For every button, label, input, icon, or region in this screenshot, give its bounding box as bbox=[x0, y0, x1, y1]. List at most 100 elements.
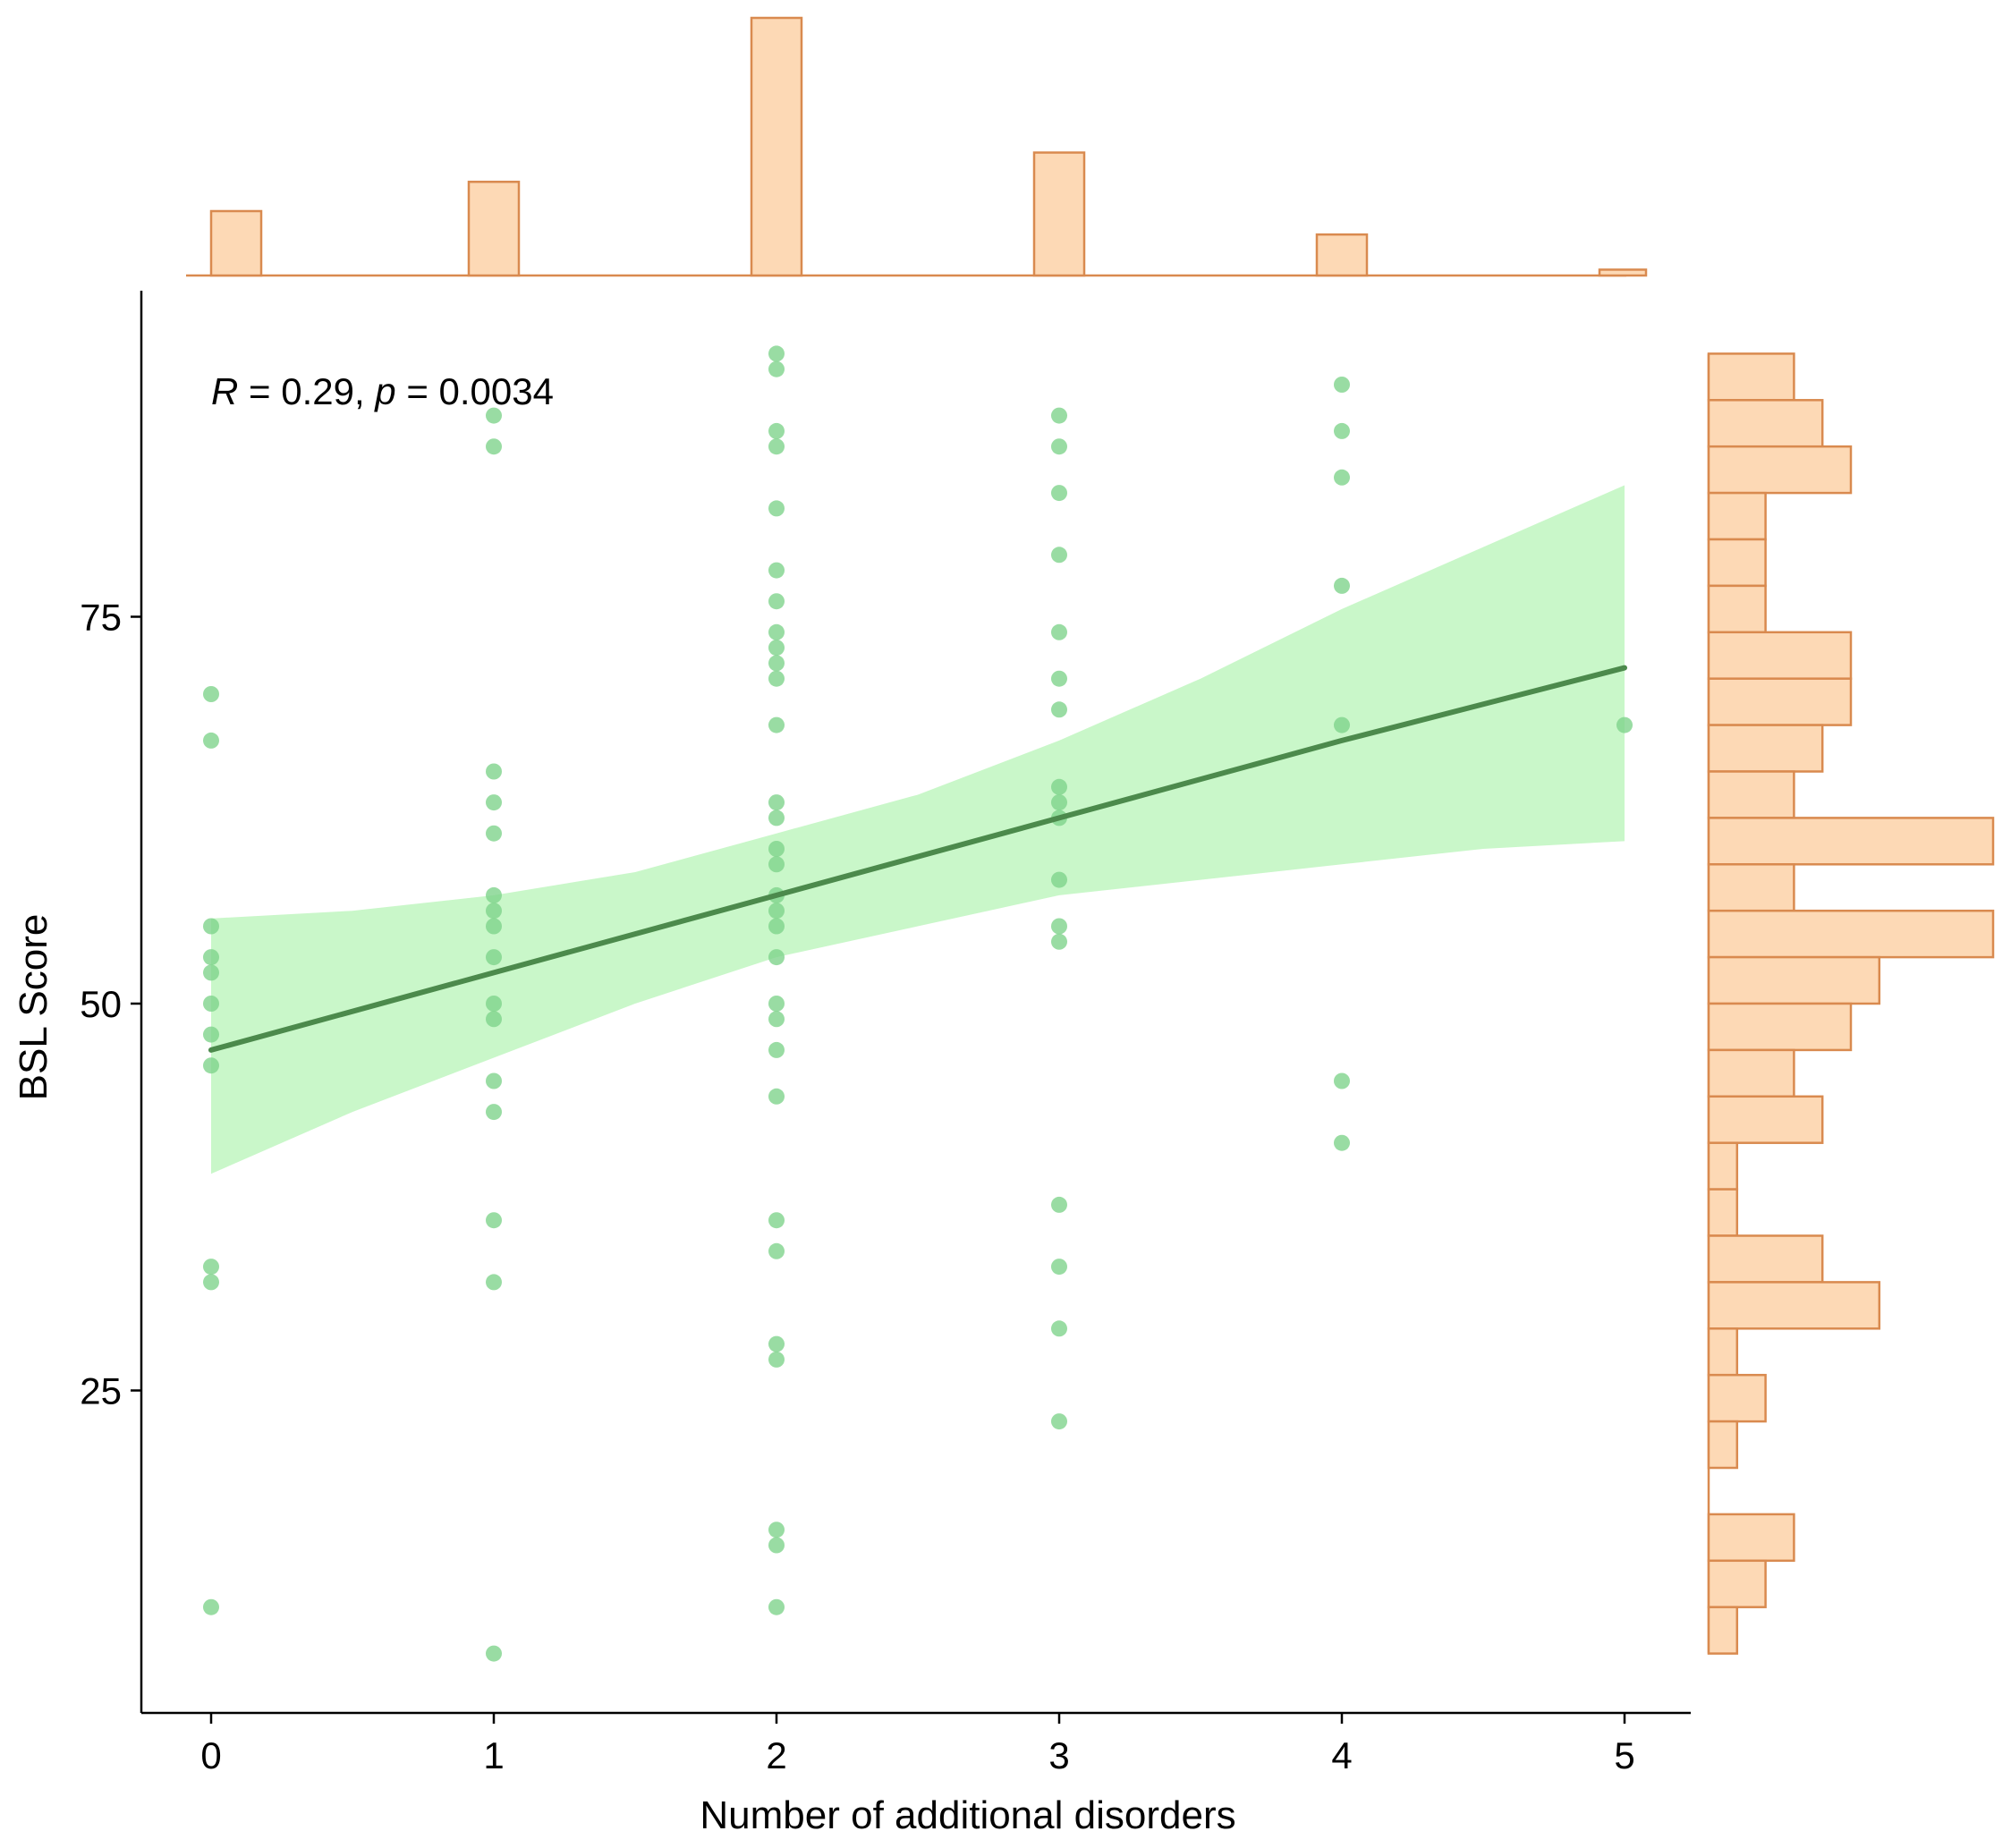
correlation-annotation: R = 0.29, p = 0.0034 bbox=[211, 370, 554, 412]
scatter-point bbox=[768, 1522, 785, 1539]
scatter-point bbox=[1051, 670, 1067, 687]
scatter-point bbox=[768, 1011, 785, 1028]
scatter-points-layer bbox=[203, 345, 1633, 1662]
scatter-point bbox=[768, 1598, 785, 1615]
p-symbol: p bbox=[373, 370, 395, 412]
scatter-point bbox=[486, 1104, 502, 1121]
scatter-point bbox=[768, 1351, 785, 1368]
y-marginal-histogram bbox=[1707, 352, 1995, 1655]
scatter-point bbox=[486, 794, 502, 811]
scatter-point bbox=[486, 407, 502, 424]
y-histogram-bar bbox=[1707, 584, 1767, 634]
x-histogram-bar bbox=[209, 209, 263, 277]
y-histogram-bar bbox=[1707, 352, 1795, 402]
scatter-point bbox=[1334, 577, 1350, 594]
scatter-point bbox=[1051, 918, 1067, 935]
scatter-point bbox=[486, 1645, 502, 1662]
scatter-point bbox=[1051, 407, 1067, 424]
scatter-point bbox=[768, 345, 785, 362]
scatter-point bbox=[768, 438, 785, 455]
y-histogram-bar bbox=[1707, 1327, 1739, 1377]
scatter-point bbox=[1051, 547, 1067, 564]
y-histogram-bar bbox=[1707, 724, 1824, 773]
scatter-point bbox=[768, 1335, 785, 1352]
y-histogram-bar bbox=[1707, 1188, 1739, 1237]
y-histogram-bar bbox=[1707, 631, 1853, 680]
x-tick-label: 3 bbox=[1048, 1734, 1069, 1776]
y-axis-title: BSL Score bbox=[12, 914, 55, 1101]
scatter-point bbox=[768, 1242, 785, 1259]
y-histogram-bar bbox=[1707, 1002, 1853, 1052]
x-tick-label: 0 bbox=[200, 1734, 221, 1776]
x-tick-label: 2 bbox=[766, 1734, 786, 1776]
y-histogram-bar bbox=[1707, 1420, 1739, 1470]
scatter-point bbox=[768, 562, 785, 579]
y-histogram-bar bbox=[1707, 445, 1853, 495]
y-histogram-bar bbox=[1707, 955, 1881, 1005]
scatter-point bbox=[1051, 438, 1067, 455]
p-value: = 0.0034 bbox=[396, 370, 554, 412]
confidence-band-layer bbox=[211, 485, 1625, 1174]
y-histogram-bar bbox=[1707, 1048, 1795, 1098]
x-histogram-bar bbox=[1598, 268, 1648, 277]
y-histogram-bar bbox=[1707, 770, 1795, 819]
scatter-point bbox=[768, 794, 785, 811]
scatter-point bbox=[1051, 1259, 1067, 1276]
scatter-point bbox=[1051, 1320, 1067, 1337]
r-symbol: R bbox=[211, 370, 238, 412]
y-histogram-bar bbox=[1707, 909, 1995, 959]
x-tick-label: 1 bbox=[483, 1734, 504, 1776]
x-histogram-bar bbox=[1315, 233, 1369, 277]
scatter-point bbox=[1334, 377, 1350, 393]
x-histogram-bar bbox=[467, 181, 521, 277]
scatter-point bbox=[1051, 1196, 1067, 1213]
scatter-point bbox=[203, 1274, 219, 1291]
scatter-point bbox=[1051, 871, 1067, 888]
y-histogram-bar bbox=[1707, 1559, 1767, 1608]
y-histogram-bar bbox=[1707, 1281, 1881, 1330]
x-histogram-bar bbox=[1032, 151, 1086, 277]
scatter-point bbox=[1334, 469, 1350, 486]
scatter-point bbox=[768, 1041, 785, 1058]
y-histogram-bar bbox=[1707, 1606, 1739, 1655]
scatter-point bbox=[486, 1072, 502, 1089]
scatter-point bbox=[1051, 933, 1067, 950]
y-tick-label: 50 bbox=[80, 983, 122, 1025]
scatter-point bbox=[486, 996, 502, 1012]
scatter-point bbox=[203, 949, 219, 966]
scatter-point bbox=[1051, 794, 1067, 811]
scatter-point bbox=[1051, 623, 1067, 640]
scatter-point bbox=[1051, 778, 1067, 795]
confidence-band bbox=[211, 485, 1625, 1174]
y-histogram-bar bbox=[1707, 817, 1995, 866]
scatter-point bbox=[768, 670, 785, 687]
scatter-point bbox=[768, 640, 785, 657]
scatter-point bbox=[768, 1088, 785, 1105]
scatter-point bbox=[203, 686, 219, 702]
scatter-point bbox=[486, 1011, 502, 1028]
r-value: = 0.29, bbox=[238, 370, 375, 412]
scatter-point bbox=[768, 856, 785, 873]
scatter-point bbox=[486, 438, 502, 455]
x-histogram-bar bbox=[750, 16, 803, 277]
scatter-point bbox=[768, 810, 785, 827]
scatter-point bbox=[486, 1274, 502, 1291]
scatter-point bbox=[1051, 485, 1067, 502]
scatter-point bbox=[768, 996, 785, 1012]
scatter-point bbox=[203, 1057, 219, 1074]
scatter-point bbox=[768, 360, 785, 377]
y-histogram-bar bbox=[1707, 863, 1795, 912]
scatter-point bbox=[768, 918, 785, 935]
scatter-point bbox=[203, 1026, 219, 1043]
scatter-point bbox=[1334, 1134, 1350, 1151]
x-marginal-histogram bbox=[186, 16, 1648, 277]
scatter-point bbox=[1051, 1413, 1067, 1430]
scatter-point bbox=[768, 1537, 785, 1554]
x-axis-title: Number of additional disorders bbox=[700, 1793, 1235, 1837]
scatter-point bbox=[203, 1598, 219, 1615]
scatter-point bbox=[1334, 422, 1350, 439]
y-histogram-bar bbox=[1707, 677, 1853, 726]
regression-line bbox=[208, 665, 1627, 1053]
